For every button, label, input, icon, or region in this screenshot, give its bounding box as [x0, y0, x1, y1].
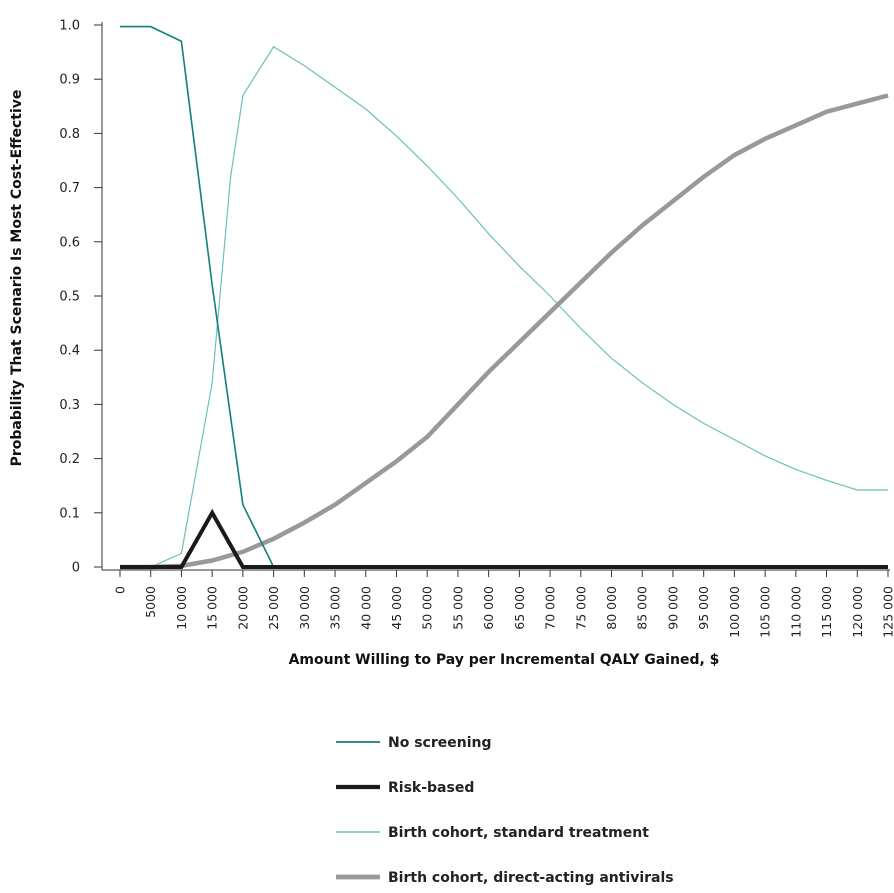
x-tick-label: 70 000	[543, 586, 558, 630]
x-tick-label: 95 000	[696, 586, 711, 630]
x-tick-label: 45 000	[389, 586, 404, 630]
x-tick-label: 75 000	[573, 586, 588, 630]
y-tick-label: 0.8	[59, 127, 80, 142]
y-tick-label: 0.1	[59, 506, 80, 521]
x-tick-label: 115 000	[819, 586, 834, 638]
legend-label: Birth cohort, standard treatment	[388, 825, 649, 841]
series-line-birth-cohort-standard-treatment	[120, 45, 888, 568]
y-tick-label: 0.3	[59, 398, 80, 413]
x-tick-label: 0	[113, 586, 128, 594]
x-tick-label: 125 000	[881, 586, 894, 638]
y-axis-title: Probability That Scenario Is Most Cost-E…	[9, 90, 25, 467]
legend-label: Birth cohort, direct-acting antivirals	[388, 870, 674, 886]
y-axis-ticks: 0 0.1 0.2 0.3 0.4 0.5 0.6 0.7 0.8 0.9 1.0	[59, 19, 102, 576]
y-tick-label: 0.9	[59, 73, 80, 88]
y-tick-label: 0.4	[59, 344, 80, 359]
y-tick-label: 0.6	[59, 235, 80, 250]
y-tick-label: 0.2	[59, 452, 80, 467]
x-tick-label: 85 000	[635, 586, 650, 630]
x-tick-label: 100 000	[727, 586, 742, 638]
x-tick-label: 10 000	[174, 586, 189, 630]
y-tick-label: 0	[72, 561, 80, 576]
x-axis-title: Amount Willing to Pay per Incremental QA…	[289, 652, 720, 668]
x-tick-label: 5000	[143, 586, 158, 618]
x-tick-label: 50 000	[420, 586, 435, 630]
x-tick-label: 35 000	[328, 586, 343, 630]
x-tick-label: 65 000	[512, 586, 527, 630]
y-tick-label: 0.7	[59, 181, 80, 196]
x-tick-label: 80 000	[604, 586, 619, 630]
x-tick-label: 55 000	[450, 586, 465, 630]
y-tick-label: 0.5	[59, 290, 80, 305]
legend-label: Risk-based	[388, 780, 474, 796]
x-tick-label: 60 000	[481, 586, 496, 630]
x-tick-label: 30 000	[297, 586, 312, 630]
legend-label: No screening	[388, 735, 492, 751]
x-tick-label: 15 000	[205, 586, 220, 630]
x-tick-label: 25 000	[266, 586, 281, 630]
chart-legend: No screening Risk-based Birth cohort, stan…	[336, 735, 674, 886]
series-line-birth-cohort-direct-acting-antivirals	[120, 93, 889, 570]
x-tick-label: 20 000	[235, 586, 250, 630]
x-tick-label: 105 000	[758, 586, 773, 638]
x-tick-label: 120 000	[850, 586, 865, 638]
x-axis-ticks: 0 5000 10 000 15 000 20 000 25 000 30 000 35 00…	[113, 570, 894, 638]
series-layer	[120, 25, 889, 570]
series-line-risk-based	[120, 508, 888, 569]
x-tick-label: 40 000	[358, 586, 373, 630]
x-tick-label: 110 000	[788, 586, 803, 638]
x-tick-label: 90 000	[665, 586, 680, 630]
y-tick-label: 1.0	[59, 19, 80, 34]
series-line-no-screening	[120, 25, 888, 568]
